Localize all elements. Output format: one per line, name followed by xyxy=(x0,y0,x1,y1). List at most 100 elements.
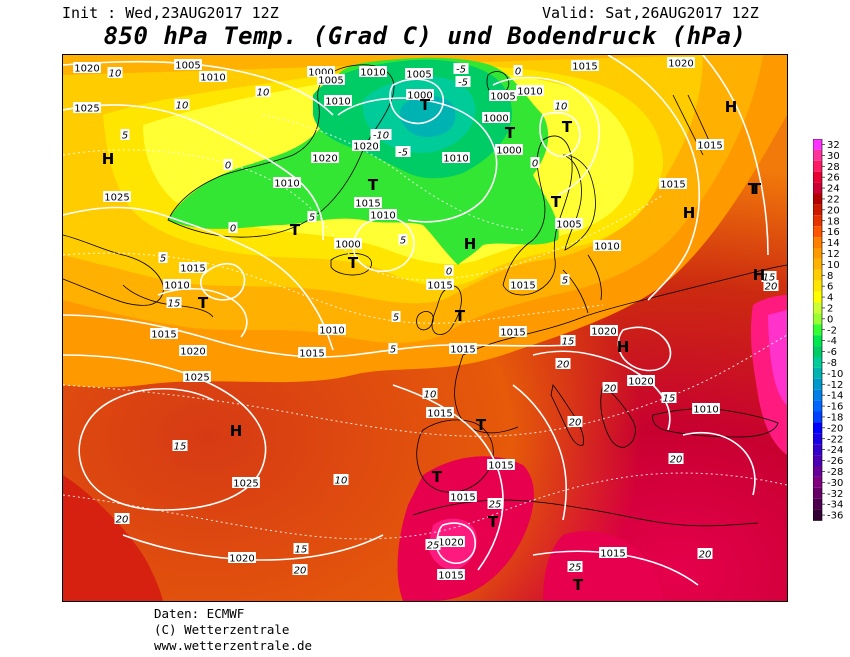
legend-swatch xyxy=(813,335,822,347)
low-pressure-center: T xyxy=(562,118,573,136)
legend-label: 22 xyxy=(827,194,840,205)
pressure-label: 1010 xyxy=(163,279,191,292)
svg-text:1015: 1015 xyxy=(572,62,597,73)
legend-label: -4 xyxy=(827,336,837,347)
high-pressure-center: H xyxy=(464,235,477,253)
high-pressure-center: H xyxy=(725,98,738,116)
pressure-label: 1020 xyxy=(73,62,101,75)
legend-swatch xyxy=(813,324,822,336)
svg-text:10: 10 xyxy=(109,69,122,80)
svg-text:1010: 1010 xyxy=(164,281,189,292)
legend-swatch xyxy=(813,258,822,270)
svg-text:5: 5 xyxy=(309,213,315,224)
pressure-label: 1010 xyxy=(199,71,227,84)
svg-text:1015: 1015 xyxy=(427,409,452,420)
svg-text:-10: -10 xyxy=(373,131,389,142)
pressure-label: 1010 xyxy=(369,209,397,222)
pressure-label: 1010 xyxy=(324,95,352,108)
legend-label: -2 xyxy=(827,325,837,336)
pressure-label: 1015 xyxy=(354,197,382,210)
temperature-label: 15 xyxy=(166,297,182,310)
svg-text:1005: 1005 xyxy=(406,70,431,81)
legend-label: 4 xyxy=(827,293,833,304)
svg-text:1015: 1015 xyxy=(500,328,525,339)
pressure-label: 1015 xyxy=(696,139,724,152)
low-pressure-center: T xyxy=(751,180,762,198)
pressure-label: 1015 xyxy=(449,491,477,504)
svg-text:25: 25 xyxy=(569,563,582,574)
svg-text:25: 25 xyxy=(427,541,440,552)
legend-swatch xyxy=(813,291,822,303)
temperature-label: 0 xyxy=(513,65,523,78)
svg-text:1000: 1000 xyxy=(335,240,360,251)
legend-label: -34 xyxy=(827,500,843,511)
svg-text:10: 10 xyxy=(335,476,348,487)
svg-text:5: 5 xyxy=(122,131,128,142)
low-pressure-center: T xyxy=(455,307,466,325)
legend-swatch xyxy=(813,182,822,194)
legend-label: -12 xyxy=(827,380,843,391)
svg-text:10: 10 xyxy=(176,101,189,112)
legend-swatch xyxy=(813,466,822,477)
svg-text:1010: 1010 xyxy=(274,179,299,190)
temperature-label: 20 xyxy=(114,513,130,526)
legend-swatch xyxy=(813,171,822,183)
temperature-label: 0 xyxy=(228,222,238,235)
temperature-label: 5 xyxy=(158,252,168,265)
svg-text:10: 10 xyxy=(257,88,270,99)
svg-text:1005: 1005 xyxy=(490,92,515,103)
temperature-field xyxy=(63,55,787,601)
legend-label: 12 xyxy=(827,249,840,260)
svg-text:5: 5 xyxy=(562,276,568,287)
pressure-label: 1025 xyxy=(183,371,211,384)
svg-text:10: 10 xyxy=(555,102,568,113)
legend-swatch xyxy=(813,367,822,379)
svg-text:1010: 1010 xyxy=(693,405,718,416)
legend-label: 20 xyxy=(827,205,840,216)
svg-text:1015: 1015 xyxy=(450,493,475,504)
pressure-label: 1020 xyxy=(179,345,207,358)
svg-text:1000: 1000 xyxy=(407,91,432,102)
footer-copyright: (C) Wetterzentrale xyxy=(154,622,290,637)
temperature-label: 10 xyxy=(107,67,123,80)
svg-text:1020: 1020 xyxy=(353,142,378,153)
pressure-label: 1015 xyxy=(571,60,599,73)
legend-swatch xyxy=(813,444,822,456)
temperature-label: 0 xyxy=(444,265,454,278)
svg-text:1010: 1010 xyxy=(517,87,542,98)
legend-swatch xyxy=(813,215,822,227)
low-pressure-center: T xyxy=(476,416,487,434)
legend-label: 6 xyxy=(827,282,833,293)
high-pressure-center: H xyxy=(102,150,115,168)
pressure-label: 1000 xyxy=(495,144,523,157)
chart-title: 850 hPa Temp. (Grad C) und Bodendruck (h… xyxy=(103,22,747,50)
temperature-label: 15 xyxy=(761,271,777,284)
legend-label: 30 xyxy=(827,151,840,162)
svg-text:25: 25 xyxy=(489,500,502,511)
legend-swatch xyxy=(813,302,822,314)
temperature-label: 10 xyxy=(174,99,190,112)
svg-text:1010: 1010 xyxy=(325,97,350,108)
legend-label: -22 xyxy=(827,434,843,445)
low-pressure-center: T xyxy=(348,254,359,272)
svg-text:1020: 1020 xyxy=(312,154,337,165)
temperature-label: 10 xyxy=(422,388,438,401)
svg-text:20: 20 xyxy=(699,550,712,561)
temperature-label: 0 xyxy=(530,157,540,170)
low-pressure-center: T xyxy=(290,221,301,239)
svg-text:1020: 1020 xyxy=(438,538,463,549)
temperature-label: 20 xyxy=(602,382,618,395)
temperature-label: 25 xyxy=(425,539,441,552)
svg-text:1015: 1015 xyxy=(438,571,463,582)
legend-swatch xyxy=(813,248,822,259)
legend-swatch xyxy=(813,422,822,434)
svg-text:15: 15 xyxy=(763,273,776,284)
pressure-label: 1020 xyxy=(437,536,465,549)
svg-text:1020: 1020 xyxy=(628,377,653,388)
pressure-label: 1010 xyxy=(593,240,621,253)
svg-text:1015: 1015 xyxy=(488,461,513,472)
legend-label: -14 xyxy=(827,391,843,402)
legend-swatch xyxy=(813,400,822,412)
legend-swatch xyxy=(813,346,822,357)
